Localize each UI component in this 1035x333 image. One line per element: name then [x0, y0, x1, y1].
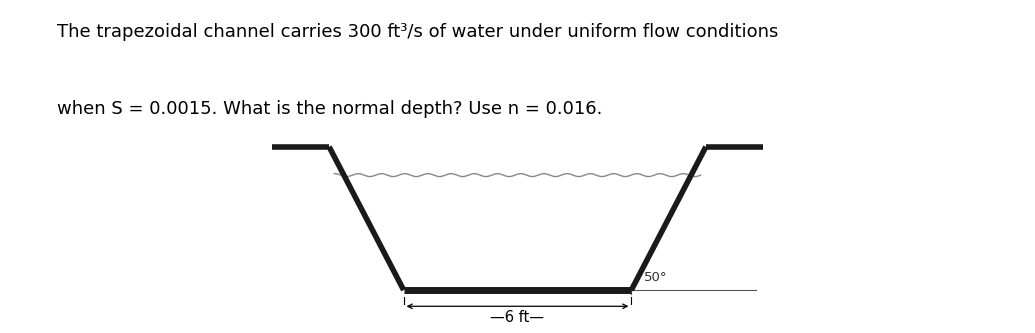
Text: when S = 0.0015. What is the normal depth? Use n = 0.016.: when S = 0.0015. What is the normal dept… [57, 100, 602, 118]
Text: 50°: 50° [644, 271, 668, 284]
Text: The trapezoidal channel carries 300 ft³/s of water under uniform flow conditions: The trapezoidal channel carries 300 ft³/… [57, 23, 778, 41]
Text: —6 ft—: —6 ft— [491, 310, 544, 325]
